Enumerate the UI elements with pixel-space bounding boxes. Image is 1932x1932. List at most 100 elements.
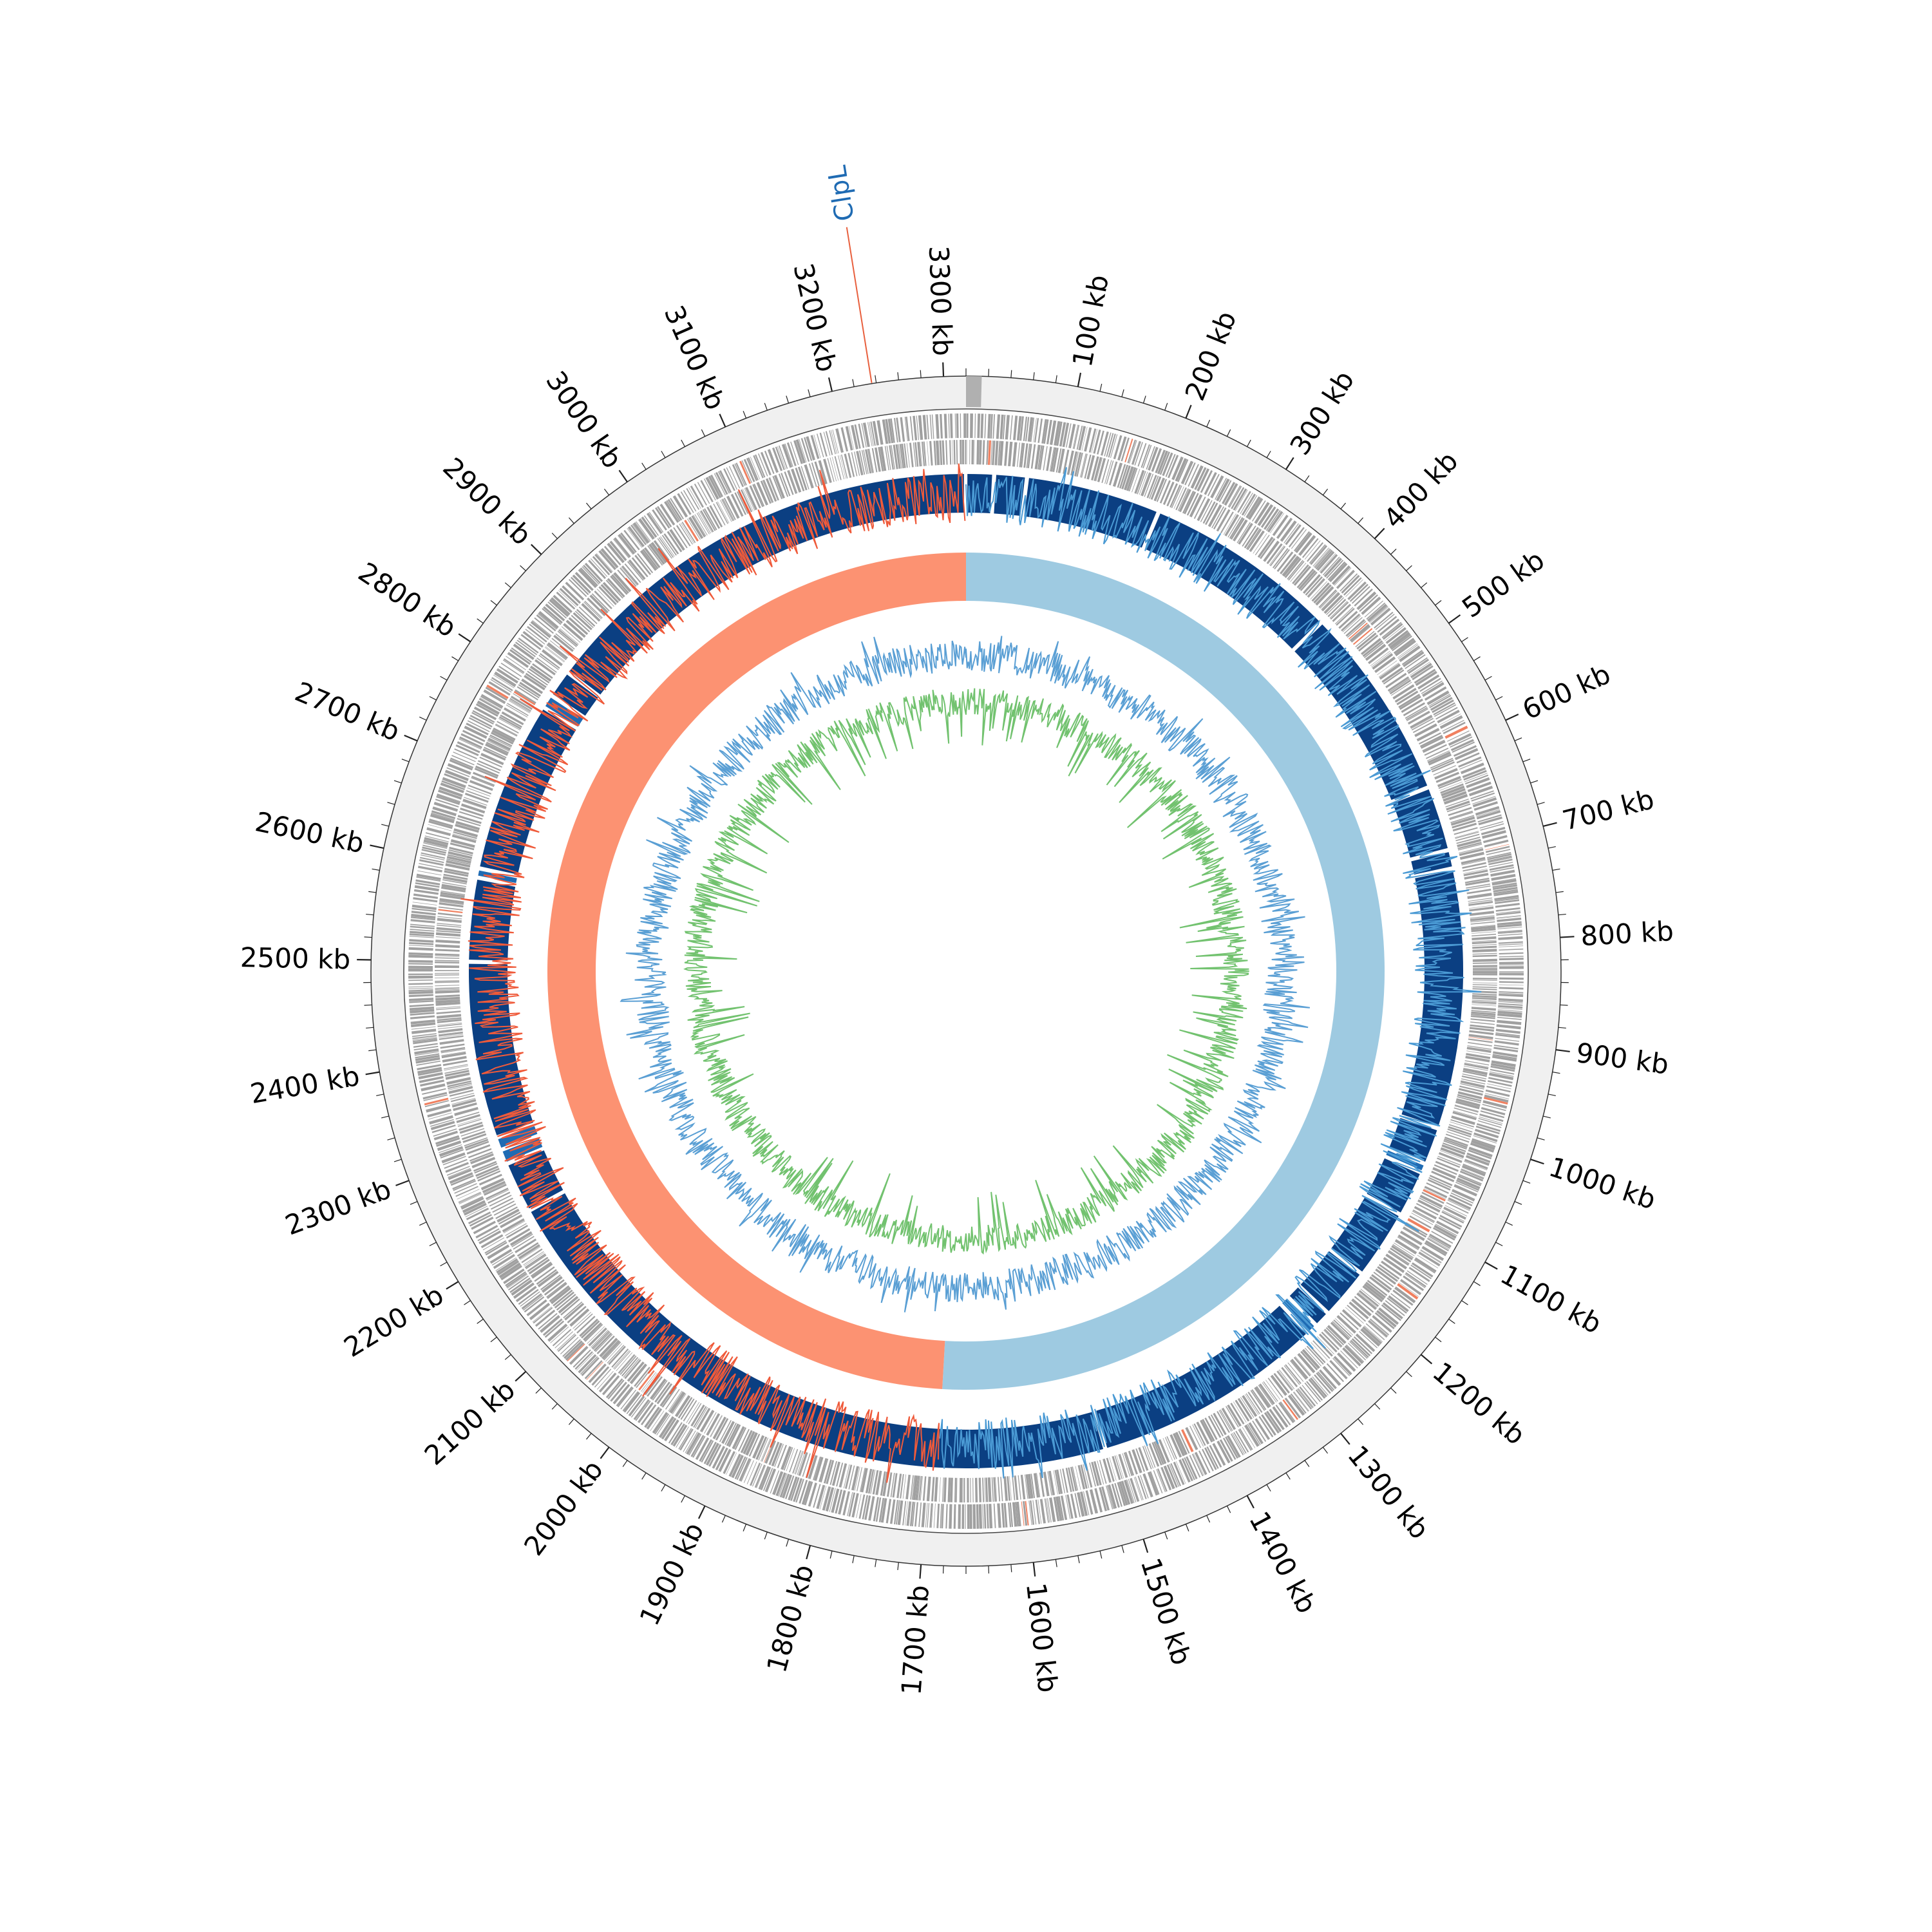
gene-feature <box>564 1340 583 1359</box>
gene-feature <box>1003 1476 1009 1501</box>
gene-feature <box>1351 1298 1372 1316</box>
gene-feature <box>438 1031 463 1036</box>
gene-feature <box>1212 1443 1226 1466</box>
gene-feature <box>1472 933 1497 937</box>
gene-feature <box>1459 1174 1482 1185</box>
gene-feature <box>1218 1410 1232 1432</box>
gene-feature <box>647 545 663 566</box>
gene-feature <box>1469 906 1494 912</box>
gene-feature <box>1424 744 1447 756</box>
gene-feature <box>483 1183 506 1194</box>
gene-feature <box>1488 858 1513 866</box>
gene-feature <box>764 1440 777 1464</box>
gene-feature <box>536 658 557 673</box>
gene-feature <box>1240 1397 1255 1418</box>
gene-feature <box>1213 507 1227 530</box>
gene-feature <box>1372 653 1394 670</box>
gene-feature <box>1166 1464 1178 1488</box>
gene-feature <box>1443 791 1467 802</box>
gene-feature <box>758 1437 769 1461</box>
tick-label: 1800 kb <box>761 1561 820 1676</box>
gene-feature <box>435 972 460 974</box>
gene-feature <box>1470 1015 1495 1019</box>
minor-tick <box>429 1242 437 1247</box>
gene-feature <box>1472 967 1497 969</box>
gene-feature <box>563 623 583 641</box>
gene-feature <box>565 620 586 638</box>
gene-feature <box>1447 1128 1472 1138</box>
gene-feature <box>408 968 433 972</box>
gene-feature <box>1414 1257 1437 1273</box>
gene-feature <box>918 1502 922 1527</box>
gene-feature <box>749 485 761 509</box>
gene-feature <box>979 440 982 465</box>
gene-feature <box>408 965 433 969</box>
gene-feature <box>1421 736 1444 749</box>
gene-feature <box>748 457 759 480</box>
gene-feature <box>1269 545 1286 567</box>
major-tick <box>1077 372 1082 387</box>
gene-feature <box>469 714 493 728</box>
gene-feature <box>530 621 551 638</box>
gene-feature <box>1456 1180 1479 1191</box>
gene-feature <box>1497 917 1522 922</box>
gene-feature <box>477 760 501 772</box>
gene-feature <box>1106 1485 1114 1510</box>
gene-feature <box>1106 433 1114 457</box>
gene-feature <box>905 416 910 441</box>
gene-feature <box>444 870 469 877</box>
gene-feature <box>1359 1331 1378 1349</box>
gene-feature <box>974 1477 978 1502</box>
gene-feature <box>672 1393 687 1414</box>
gene-feature <box>680 1398 695 1420</box>
gene-feature <box>1133 1477 1142 1501</box>
gene-feature <box>408 973 433 976</box>
gene-feature <box>450 1092 475 1100</box>
gene-feature <box>1410 663 1432 679</box>
gene-feature <box>1392 684 1415 700</box>
gene-feature <box>1089 1489 1099 1514</box>
tick-label: 100 kb <box>1066 272 1115 370</box>
gene-feature <box>1403 702 1426 717</box>
gene-feature <box>823 1459 832 1484</box>
gene-feature <box>573 1312 592 1329</box>
gene-feature <box>1296 568 1314 589</box>
gene-feature <box>450 839 475 848</box>
gene-feature <box>734 463 746 486</box>
gene-feature <box>832 430 839 454</box>
minor-tick <box>1010 370 1012 378</box>
gene-feature <box>522 630 544 648</box>
gene-feature <box>1321 592 1341 612</box>
gene-feature <box>1469 1027 1494 1032</box>
gene-feature <box>415 879 440 886</box>
gene-feature <box>1239 1428 1253 1450</box>
gene-feature <box>1170 1434 1182 1458</box>
gene-feature <box>1492 882 1517 887</box>
gene-feature <box>980 413 984 439</box>
gene-feature <box>1153 1441 1164 1465</box>
gene-feature <box>544 647 565 663</box>
gene-feature <box>1327 561 1346 581</box>
gene-feature <box>448 1168 472 1180</box>
gene-feature <box>1144 473 1154 497</box>
gene-feature <box>1462 767 1486 779</box>
gene-feature <box>837 455 845 480</box>
minor-tick <box>368 1049 377 1052</box>
gene-feature <box>462 1133 487 1143</box>
gene-feature <box>1112 1455 1121 1481</box>
gene-feature <box>799 1479 808 1504</box>
gene-feature <box>1108 1484 1117 1509</box>
gene-feature <box>1329 562 1348 583</box>
gene-feature <box>1172 1432 1186 1457</box>
gene-feature <box>1113 435 1122 460</box>
gene-feature <box>802 1453 811 1477</box>
gene-feature <box>618 533 636 555</box>
gene-feature <box>520 1291 540 1307</box>
gene-feature <box>1397 1236 1419 1251</box>
gene-feature <box>909 1501 914 1526</box>
gene-feature <box>1371 1274 1392 1291</box>
gene-feature <box>453 1180 477 1191</box>
gene-feature <box>827 458 835 482</box>
gene-feature <box>563 1301 583 1319</box>
gene-feature <box>792 1450 802 1474</box>
